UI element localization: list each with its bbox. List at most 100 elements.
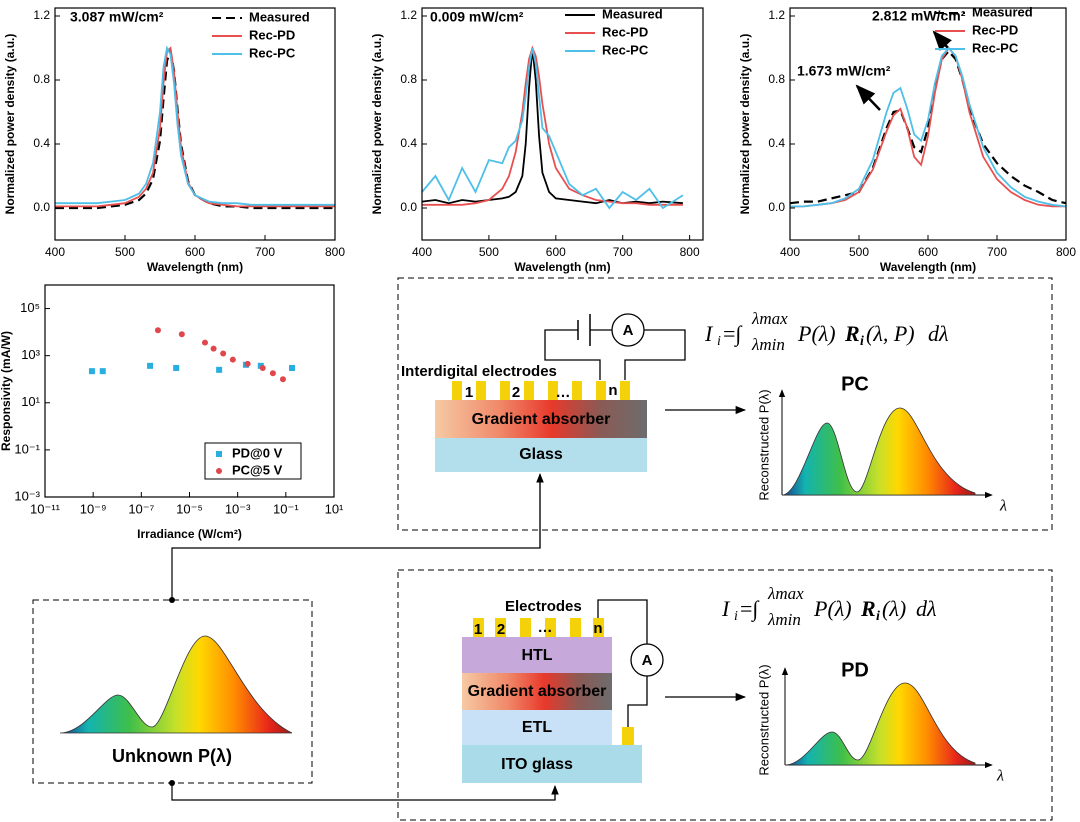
x-tick-label: 800 [680, 245, 700, 259]
y-tick-label: 10³ [21, 347, 40, 362]
pd-box [397, 569, 1053, 821]
equation: λmax [751, 309, 788, 328]
annotation: 3.087 mW/cm² [70, 9, 164, 25]
equation: (λ, P) [866, 321, 915, 346]
legend-label: Rec-PC [972, 40, 1019, 55]
y-tick-label: 10⁻³ [14, 488, 40, 503]
legend-label: Rec-PD [972, 22, 1018, 37]
x-tick-label: 400 [780, 245, 800, 259]
legend-label: Rec-PC [602, 42, 649, 57]
x-tick-label: 600 [918, 245, 938, 259]
finger [473, 618, 484, 637]
legend-label: PD@0 V [232, 445, 283, 460]
x-tick-label: 10⁻⁷ [128, 501, 154, 516]
arrow [932, 30, 952, 51]
x-tick-label: 10⁻³ [225, 501, 251, 516]
arrow [855, 84, 881, 111]
point [173, 364, 180, 371]
series-line [790, 46, 1067, 208]
series-line [55, 46, 335, 208]
x-tick-label: 10⁻⁹ [80, 501, 107, 516]
equation: R [860, 596, 876, 621]
equation: =∫ [740, 596, 760, 622]
equation: R [844, 321, 860, 346]
y-tick-label: 1.2 [33, 8, 50, 22]
wire [627, 676, 648, 727]
electrodes-label: Interdigital electrodes [401, 363, 557, 380]
x-tick-label: 800 [325, 245, 345, 259]
equation: dλ [916, 596, 937, 621]
y-tick-label: 10¹ [21, 394, 40, 409]
y-tick-label: 0.4 [768, 136, 785, 150]
series-line [422, 45, 683, 206]
wire [544, 329, 601, 380]
x-tick-label: 800 [1056, 245, 1076, 259]
y-tick-label: 0.8 [768, 72, 785, 86]
electrodes [452, 381, 630, 400]
x-tick-label: 10⁻¹¹ [30, 501, 61, 516]
equation: I [704, 321, 714, 346]
y-tick-label: 0.8 [400, 72, 417, 86]
point [229, 356, 236, 363]
finger [593, 618, 604, 637]
y-tick-label: 0.0 [33, 200, 50, 214]
equation: =∫ [723, 321, 743, 347]
x-axis-label: Wavelength (nm) [147, 260, 243, 274]
layer-label: ETL [522, 719, 552, 736]
point [88, 368, 95, 375]
equation: λmin [751, 335, 785, 354]
mode-label: PC [841, 373, 869, 395]
equation: i [717, 334, 721, 349]
ito-layer [462, 745, 642, 783]
series-line [55, 45, 335, 206]
plot-frame [44, 284, 335, 498]
x-axis-label: Wavelength (nm) [880, 260, 976, 274]
equation: P(λ) [797, 321, 836, 346]
x-tick-label: 700 [987, 245, 1007, 259]
mode-label: PD [841, 659, 869, 681]
point [154, 327, 161, 334]
point [216, 366, 223, 373]
x-tick-label: 400 [45, 245, 65, 259]
x-axis-label: Wavelength (nm) [514, 260, 610, 274]
y-tick-label: 10⁵ [20, 300, 40, 315]
layer-label: Gradient absorber [472, 411, 611, 428]
spectrum [59, 635, 293, 734]
y-tick-label: 10⁻¹ [14, 441, 40, 456]
finger [520, 618, 531, 637]
x-tick-label: 10¹ [325, 501, 344, 516]
point [279, 376, 286, 383]
absorber-layer [462, 673, 612, 710]
x-tick-label: 700 [255, 245, 275, 259]
absorber-layer [435, 400, 647, 438]
layer-label: Glass [519, 446, 563, 463]
y-tick-label: 0.0 [400, 200, 417, 214]
legend-label: Measured [602, 6, 663, 21]
finger [572, 381, 582, 400]
point [259, 364, 266, 371]
electrode-number: … [538, 619, 553, 636]
finger [524, 381, 534, 400]
point [201, 339, 208, 346]
ammeter-label: A [623, 322, 634, 339]
finger [476, 381, 486, 400]
spectrum [781, 407, 976, 496]
y-tick-label: 1.2 [400, 8, 417, 22]
y-axis-label: Reconstructed P(λ) [756, 664, 771, 775]
unknown-label: Unknown P(λ) [112, 746, 232, 766]
equation: i [860, 334, 864, 349]
x-tick-label: 600 [185, 245, 205, 259]
point [220, 350, 227, 357]
y-axis-label: Normalized power density (a.u.) [3, 34, 17, 215]
point [147, 362, 154, 369]
electrode-number: 1 [465, 384, 473, 401]
legend-label: Measured [249, 9, 310, 24]
legend-label: Measured [972, 4, 1033, 19]
y-axis-label: Reconstructed P(λ) [756, 389, 771, 500]
point [269, 370, 276, 377]
series-line [421, 47, 684, 210]
wire [597, 599, 648, 644]
finger [570, 618, 581, 637]
legend-label: Rec-PD [249, 27, 295, 42]
